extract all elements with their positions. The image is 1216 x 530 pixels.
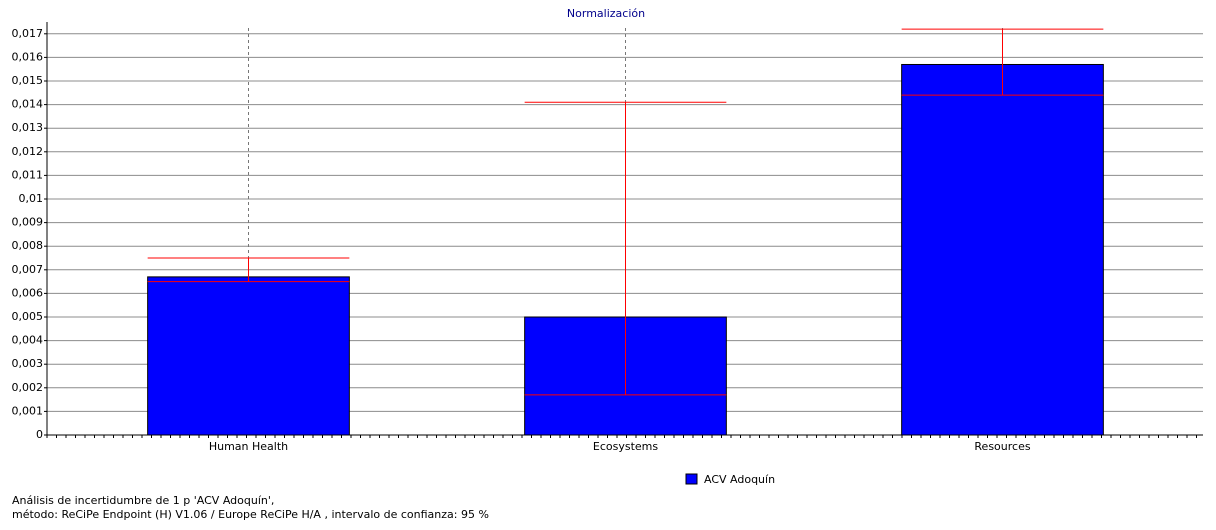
legend-swatch [685, 473, 698, 485]
y-tick-label: 0,006 [12, 286, 44, 299]
x-tick-label: Ecosystems [593, 440, 658, 453]
y-tick-label: 0,014 [12, 98, 44, 111]
y-tick-label: 0,002 [12, 381, 44, 394]
y-tick-label: 0,009 [12, 216, 44, 229]
y-tick-label: 0,008 [12, 239, 44, 252]
note: método: ReCiPe Endpoint (H) V1.06 / Euro… [12, 508, 489, 521]
x-tick-label: Resources [974, 440, 1030, 453]
y-tick-label: 0,017 [12, 27, 44, 40]
y-tick-label: 0,004 [12, 334, 44, 347]
y-tick-label: 0,005 [12, 310, 44, 323]
y-tick-label: 0,013 [12, 121, 44, 134]
y-tick-label: 0,012 [12, 145, 44, 158]
y-tick-label: 0,016 [12, 50, 44, 63]
y-tick-label: 0,007 [12, 263, 44, 276]
y-tick-label: 0,015 [12, 74, 44, 87]
legend-label: ACV Adoquín [704, 473, 775, 486]
x-tick-label: Human Health [209, 440, 288, 453]
y-tick-label: 0,011 [12, 168, 44, 181]
chart-title: Normalización [567, 7, 645, 20]
y-tick-label: 0,001 [12, 404, 44, 417]
y-tick-label: 0,01 [19, 192, 44, 205]
note: Análisis de incertidumbre de 1 p 'ACV Ad… [12, 494, 274, 507]
y-tick-label: 0,003 [12, 357, 44, 370]
y-tick-label: 0 [36, 428, 43, 441]
bar [901, 63, 1104, 436]
bar [147, 276, 350, 436]
